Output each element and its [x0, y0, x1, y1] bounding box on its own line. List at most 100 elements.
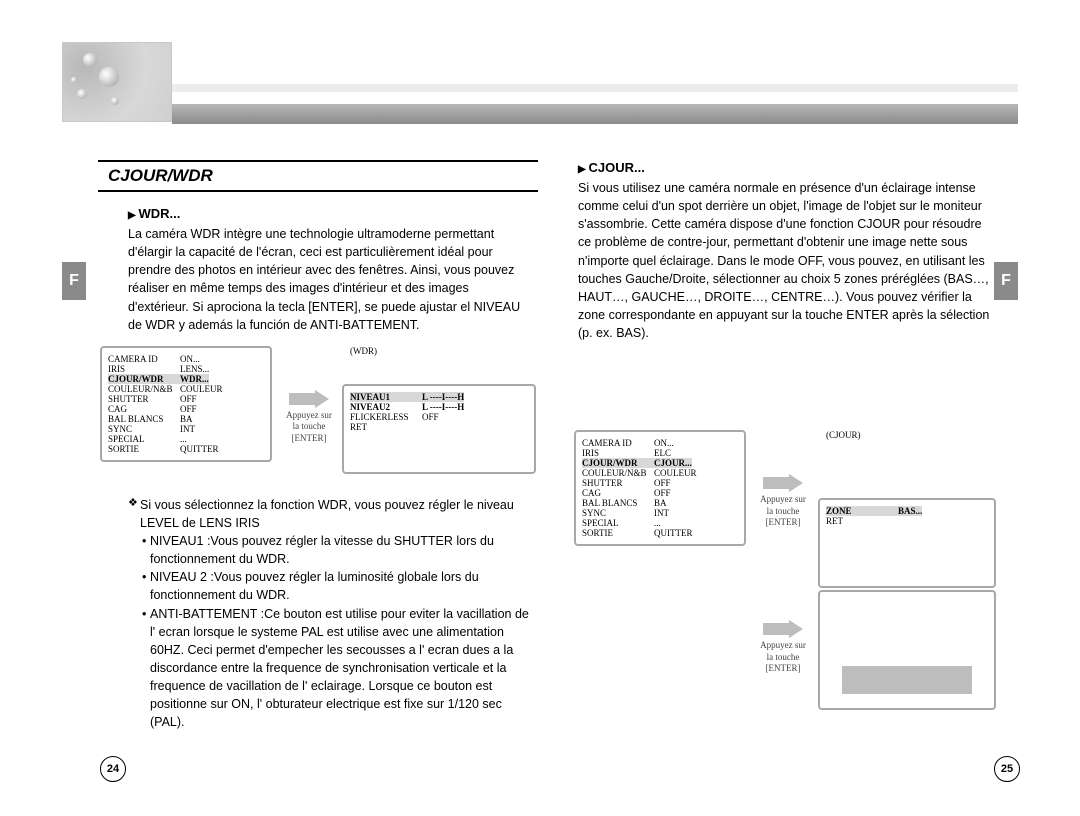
wdr-sub-text: NIVEAU 2 :Vous pouvez régler la luminosi…	[150, 568, 532, 604]
menu-value: LENS...	[180, 364, 209, 374]
page-number-left: 24	[100, 756, 126, 782]
menu-key: COULEUR/N&B	[108, 384, 180, 394]
menu-key: CJOUR/WDR	[582, 458, 654, 468]
menu-value: L ----I----H	[422, 402, 464, 412]
menu-row: SPECIAL...	[582, 518, 738, 528]
wdr-sub-text: NIVEAU1 :Vous pouvez régler la vitesse d…	[150, 532, 532, 568]
dot-bullet: •	[142, 532, 150, 568]
menu-key: CAG	[108, 404, 180, 414]
wdr-sub-bullet: •NIVEAU1 :Vous pouvez régler la vitesse …	[142, 532, 532, 568]
menu-row: CAMERA IDON...	[582, 438, 738, 448]
menu-value: ON...	[654, 438, 674, 448]
menu-row: SHUTTEROFF	[108, 394, 264, 404]
menu-row: SORTIEQUITTER	[582, 528, 738, 538]
menu-key: BAL BLANCS	[108, 414, 180, 424]
menu-value: BA	[180, 414, 193, 424]
header-accent-image	[62, 42, 172, 122]
cjour-submenu: ZONEBAS...RET	[818, 498, 996, 588]
section-title-text: CJOUR/WDR	[108, 166, 213, 185]
arrow-enter-right1: Appuyez sur la touche [ENTER]	[756, 474, 810, 529]
menu-key: RET	[826, 516, 898, 526]
menu-row: RET	[350, 422, 528, 432]
menu-value: BA	[654, 498, 667, 508]
menu-value: ELC	[654, 448, 671, 458]
menu-row: SYNCINT	[582, 508, 738, 518]
menu-key: CAG	[582, 488, 654, 498]
menu-row: BAL BLANCSBA	[108, 414, 264, 424]
cjour-paragraph: Si vous utilisez une caméra normale en p…	[578, 179, 998, 342]
menu-row: CAGOFF	[108, 404, 264, 414]
diamond-bullet: ❖	[128, 496, 140, 532]
cjour-diagram: CAMERA IDON...IRISELCCJOUR/WDRCJOUR...CO…	[574, 430, 994, 730]
menu-row: CJOUR/WDRWDR...	[108, 374, 264, 384]
menu-value: COULEUR	[180, 384, 223, 394]
dot-bullet: •	[142, 605, 150, 732]
menu-row: IRISLENS...	[108, 364, 264, 374]
arrow-enter-right2: Appuyez sur la touche [ENTER]	[756, 620, 810, 675]
menu-value: ...	[654, 518, 661, 528]
wdr-sub-bullet: •NIVEAU 2 :Vous pouvez régler la luminos…	[142, 568, 532, 604]
menu-key: SORTIE	[108, 444, 180, 454]
menu-row: RET	[826, 516, 988, 526]
menu-value: ...	[180, 434, 187, 444]
menu-key: RET	[350, 422, 422, 432]
left-column: WDR... La caméra WDR intègre une technol…	[128, 206, 532, 731]
menu-value: OFF	[180, 404, 197, 414]
menu-key: BAL BLANCS	[582, 498, 654, 508]
menu-key: CAMERA ID	[582, 438, 654, 448]
dot-bullet: •	[142, 568, 150, 604]
menu-key: IRIS	[582, 448, 654, 458]
menu-row: CAGOFF	[582, 488, 738, 498]
menu-key: SHUTTER	[582, 478, 654, 488]
menu-key: CAMERA ID	[108, 354, 180, 364]
menu-value: COULEUR	[654, 468, 697, 478]
menu-key: FLICKERLESS	[350, 412, 422, 422]
cjour-submenu-title: (CJOUR)	[818, 430, 996, 440]
menu-value: WDR...	[180, 374, 209, 384]
menu-key: SYNC	[582, 508, 654, 518]
menu-key: SPECIAL	[582, 518, 654, 528]
cjour-main-menu: CAMERA IDON...IRISELCCJOUR/WDRCJOUR...CO…	[574, 430, 746, 546]
page-number-right: 25	[994, 756, 1020, 782]
menu-key: ZONE	[826, 506, 898, 516]
menu-key: NIVEAU1	[350, 392, 422, 402]
cjour-subhead: CJOUR...	[578, 160, 998, 175]
arrow-enter-right1-label: Appuyez sur la touche [ENTER]	[760, 494, 806, 527]
arrow-enter-right2-label: Appuyez sur la touche [ENTER]	[760, 640, 806, 673]
menu-value: QUITTER	[180, 444, 219, 454]
section-title: CJOUR/WDR	[98, 160, 538, 192]
cjour-preview-zone	[842, 666, 972, 694]
wdr-submenu-title: (WDR)	[342, 346, 536, 356]
menu-key: SORTIE	[582, 528, 654, 538]
wdr-paragraph: La caméra WDR intègre une technologie ul…	[128, 225, 532, 334]
menu-key: SPECIAL	[108, 434, 180, 444]
menu-row: NIVEAU1L ----I----H	[350, 392, 528, 402]
menu-value: INT	[654, 508, 669, 518]
menu-row: IRISELC	[582, 448, 738, 458]
menu-value: INT	[180, 424, 195, 434]
header-thin-line	[172, 84, 1018, 92]
menu-value: BAS...	[898, 506, 922, 516]
menu-key: IRIS	[108, 364, 180, 374]
menu-value: OFF	[180, 394, 197, 404]
menu-key: SHUTTER	[108, 394, 180, 404]
wdr-diagram: CAMERA IDON...IRISLENS...CJOUR/WDRWDR...…	[128, 346, 532, 476]
menu-row: FLICKERLESSOFF	[350, 412, 528, 422]
header-thick-line	[172, 104, 1018, 124]
side-marker-left: F	[62, 262, 86, 300]
wdr-sub-text: ANTI-BATTEMENT :Ce bouton est utilise po…	[150, 605, 532, 732]
arrow-enter-left-label: Appuyez sur la touche [ENTER]	[286, 410, 332, 443]
menu-row: COULEUR/N&BCOULEUR	[108, 384, 264, 394]
menu-row: CAMERA IDON...	[108, 354, 264, 364]
menu-row: CJOUR/WDRCJOUR...	[582, 458, 738, 468]
menu-value: OFF	[654, 478, 671, 488]
menu-key: CJOUR/WDR	[108, 374, 180, 384]
menu-key: SYNC	[108, 424, 180, 434]
menu-value: L ----I----H	[422, 392, 464, 402]
menu-row: COULEUR/N&BCOULEUR	[582, 468, 738, 478]
menu-value: ON...	[180, 354, 200, 364]
menu-row: BAL BLANCSBA	[582, 498, 738, 508]
wdr-sub-bullet: •ANTI-BATTEMENT :Ce bouton est utilise p…	[142, 605, 532, 732]
wdr-bullets: ❖ Si vous sélectionnez la fonction WDR, …	[128, 496, 532, 732]
wdr-submenu: NIVEAU1L ----I----HNIVEAU2L ----I----HFL…	[342, 384, 536, 474]
